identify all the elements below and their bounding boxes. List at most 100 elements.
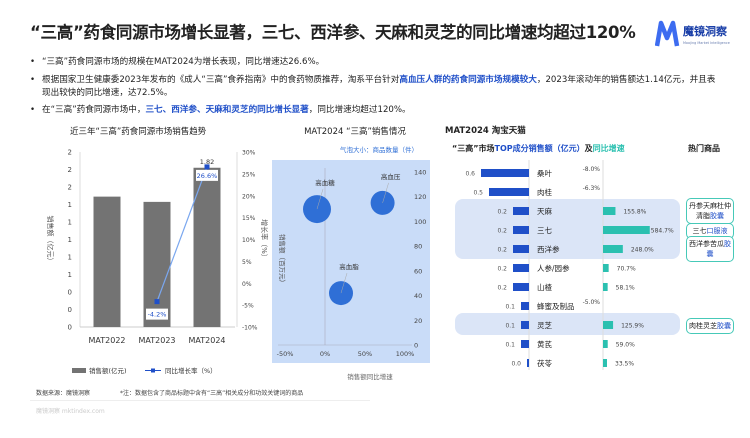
legend-label: 销售额(亿元): [89, 366, 127, 375]
hot-product-form: 胶囊: [717, 322, 731, 330]
y-tick-label: 60: [414, 267, 422, 275]
bubble-chart-title: MAT2024 “三高”销售情况: [304, 127, 406, 137]
highlight-text: 高血压人群的药食同源市场规模较大: [399, 75, 537, 85]
growth-value-label: 33.5%: [615, 361, 634, 368]
hot-product-name: 三七: [692, 227, 707, 235]
hot-product-form: 口服液: [706, 227, 728, 235]
highlight-band: [455, 199, 680, 259]
subtitle-part: “三高”市场: [452, 144, 495, 153]
sales-value-label: 0.1: [505, 323, 515, 330]
bullet-text: 根据国家卫生健康委2023年发布的《成人“三高”食养指南》中的食药物质推荐，淘系…: [42, 75, 400, 85]
hot-product-card[interactable]: 三七口服液: [686, 223, 734, 239]
sales-value-label: 0.1: [505, 342, 515, 349]
x-tick-label: 0%: [320, 350, 330, 358]
bar-MAT2023: [143, 201, 171, 327]
top-ingredients-subtitle: “三高”市场TOP成分销售额（亿元）及同比增速: [452, 143, 625, 154]
ingredient-name: 桑叶: [537, 168, 552, 178]
subtitle-part: 同比增速: [592, 144, 625, 153]
sales-bar-茯苓: [527, 359, 529, 367]
hot-products-header: 热门商品: [688, 144, 720, 153]
y-tick-label: 2: [68, 149, 72, 157]
y-tick-label: 2: [68, 184, 72, 192]
y-tick-label: 140: [414, 169, 426, 177]
hot-product-card[interactable]: 西洋参苦瓜胶囊: [686, 236, 734, 262]
y-tick-label: 1: [68, 219, 72, 227]
trend-chart: 0 0 0 1 1 1 1 1 2 2 2 -10% -5% 0% 5% 10% 15% 20% 25% 30% MAT…: [46, 149, 269, 376]
hot-product-card[interactable]: 肉桂灵芝胶囊: [686, 318, 734, 334]
y-tick-label: 0: [68, 324, 72, 332]
sales-bar-西洋参: [513, 245, 529, 253]
bullet-text: “三高”药食同源市场的规模在MAT2024为增长表现，同比增速达26.6%。: [42, 57, 325, 67]
bullet-text: ，2023年滚动年的销售额达1.14亿元，并且表现出较快的同比增速，达72.5%…: [42, 75, 716, 98]
x-tick-label: 50%: [358, 350, 372, 358]
bullet-dot: •: [30, 75, 36, 85]
growth-value-label: 584.7%: [651, 228, 674, 235]
bubble-label: 高血糖: [315, 178, 335, 187]
hot-product-form: 胶囊: [710, 212, 724, 220]
growth-data-label: -4.2%: [148, 311, 167, 319]
growth-point: [154, 299, 160, 305]
growth-line: [156, 166, 208, 302]
y-tick-label: 100: [414, 218, 426, 226]
y-tick-label: 120: [414, 193, 426, 201]
sales-bar-人参/园参: [513, 264, 529, 272]
x-tick-label: MAT2024: [189, 336, 226, 345]
ingredient-name: 茯苓: [537, 358, 552, 368]
growth-value-label: 70.7%: [617, 266, 636, 273]
growth-value-label: 58.1%: [616, 285, 635, 292]
bubble-chart: 0 20 40 60 80 100 120 140 -50% 0% 50% 100% 高血糖 高血压高血脂…: [272, 160, 430, 381]
sales-bar-天麻: [513, 207, 529, 215]
bullet-text: ，同比增速均超过120%。: [308, 105, 411, 115]
subtitle-part: 及: [584, 144, 593, 153]
y2-tick-label: -10%: [242, 325, 258, 332]
plot-background: [272, 160, 430, 363]
sales-value-label: 0.1: [505, 304, 515, 311]
bubble-size-note: 气泡大小：商品数量（件）: [340, 146, 418, 154]
ingredient-name: 三七: [537, 226, 552, 235]
legend-label: 同比增长率（%）: [165, 366, 217, 375]
growth-label-box: [146, 308, 168, 320]
sales-bar-桑叶: [481, 169, 529, 177]
sales-value-label: 0.6: [465, 171, 475, 178]
leader-line: [340, 273, 348, 294]
ingredient-name: 黄芪: [537, 339, 552, 349]
growth-bar-黄芪: [603, 340, 608, 348]
sales-bar-蜂蜜及制品: [521, 302, 529, 310]
y-tick-label: 2: [68, 166, 72, 174]
sales-value-label: 0.0: [511, 361, 521, 368]
bullet-dot: •: [30, 105, 36, 115]
x-tick-label: MAT2023: [139, 336, 176, 345]
y-tick-label: 1: [68, 201, 72, 209]
hot-product-card[interactable]: 丹参天麻杜仲清脂胶囊: [686, 198, 734, 224]
sales-value-label: 0.5: [473, 190, 483, 197]
growth-point: [204, 164, 210, 170]
growth-bar-西洋参: [603, 245, 623, 253]
growth-value-label: -8.0%: [583, 166, 601, 173]
legend-bar-swatch: [72, 368, 86, 373]
legend-marker: [151, 368, 155, 373]
sales-bar-黄芪: [521, 340, 529, 348]
hot-product-name: 西洋参苦瓜: [689, 240, 724, 248]
sales-value-label: 0.2: [497, 247, 507, 254]
y-tick-label: 0: [68, 306, 72, 314]
bubble-label: 高血脂: [339, 262, 359, 271]
ingredient-name: 西洋参: [537, 244, 560, 254]
x-tick-label: 100%: [396, 350, 415, 358]
divider: [30, 400, 370, 401]
x-tick-label: -50%: [277, 350, 294, 358]
growth-bar-茯苓: [603, 359, 607, 367]
bullet-item: • “三高”药食同源市场的规模在MAT2024为增长表现，同比增速达26.6%。: [30, 56, 720, 69]
hot-product-name: 丹参天麻杜仲清脂: [689, 202, 731, 220]
x-tick-label: MAT2022: [89, 336, 126, 345]
sales-value-label: 0.2: [497, 266, 507, 273]
logo: 魔镜洞察 Moojing Market Intelligence: [654, 20, 735, 48]
svg-text:Moojing Market Intelligence: Moojing Market Intelligence: [683, 41, 730, 45]
y-tick-label: 1: [68, 254, 72, 262]
bar-data-label: 1.82: [200, 158, 214, 166]
highlight-text: 三七、西洋参、天麻和灵芝的同比增长显著: [145, 105, 309, 115]
y-tick-label: 20: [414, 317, 422, 325]
y2-tick-label: 0%: [242, 281, 252, 288]
growth-value-label: 155.8%: [623, 209, 646, 216]
sales-value-label: 0.2: [497, 285, 507, 292]
bullet-text: 在“三高”药食同源市场中，: [42, 105, 146, 115]
